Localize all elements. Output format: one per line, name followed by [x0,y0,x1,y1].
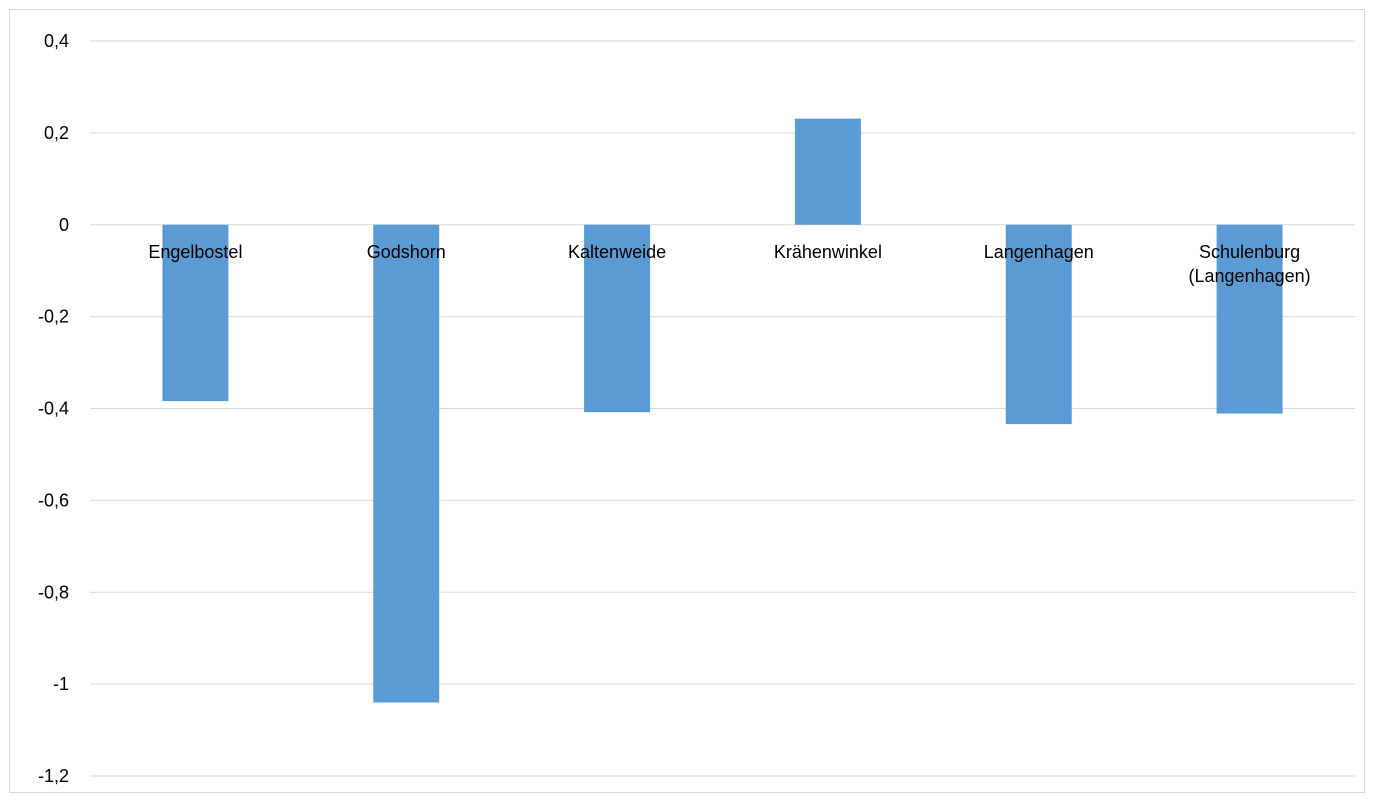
category-label: Schulenburg [1199,242,1300,262]
y-tick-label: -0,4 [38,399,69,419]
bars [162,118,1283,703]
bar [162,224,229,402]
y-tick-label: 0,4 [44,31,69,51]
bar [794,118,861,225]
y-tick-label: -0,2 [38,307,69,327]
category-label: Krähenwinkel [774,242,882,262]
category-labels: Engelbostel Godshorn Kaltenweide Krähenwink… [148,242,1310,286]
y-tick-label: 0 [59,215,69,235]
bar [1005,224,1072,425]
y-tick-label: -0,6 [38,490,69,510]
y-tick-label: -0,8 [38,582,69,602]
bar [584,224,651,413]
category-label: (Langenhagen) [1189,266,1311,286]
bar [373,224,440,703]
y-axis-ticks: 0,4 0,2 0 -0,2 -0,4 -0,6 -0,8 -1 -1,2 [38,31,69,786]
y-tick-label: 0,2 [44,123,69,143]
y-tick-label: -1 [53,674,69,694]
category-label: Kaltenweide [568,242,666,262]
bar [1216,224,1283,414]
category-label: Godshorn [367,242,446,262]
chart-frame [9,9,1365,793]
category-label: Langenhagen [984,242,1094,262]
y-tick-label: -1,2 [38,766,69,786]
category-label: Engelbostel [148,242,242,262]
gridlines [90,40,1355,777]
